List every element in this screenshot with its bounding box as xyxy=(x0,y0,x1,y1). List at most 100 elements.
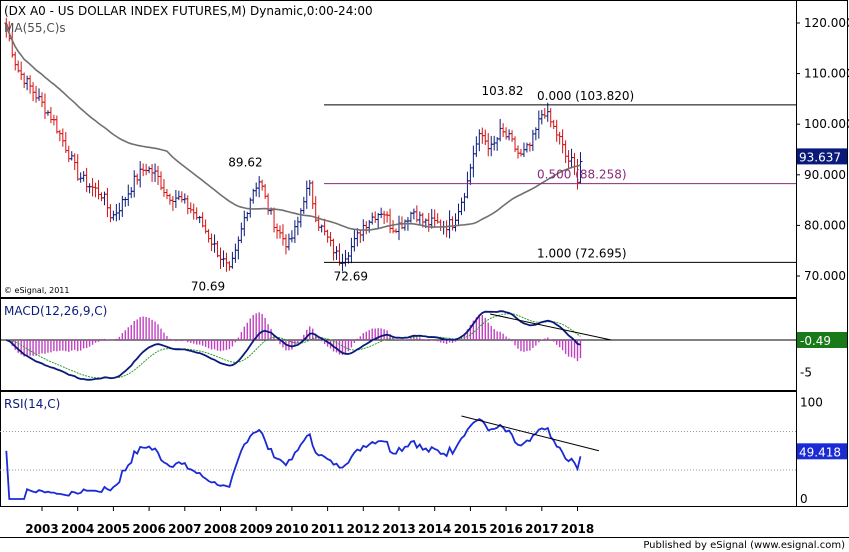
price-bar xyxy=(328,232,333,247)
price-bar xyxy=(117,202,122,221)
moving-average-line xyxy=(5,27,581,231)
price-bar xyxy=(167,193,172,205)
price-bar xyxy=(48,106,53,124)
x-tick-label: 2007 xyxy=(168,522,201,536)
price-bar xyxy=(19,61,24,81)
price-bar xyxy=(84,167,89,193)
price-bar xyxy=(81,171,86,182)
price-bar xyxy=(37,88,42,101)
price-bar xyxy=(158,171,163,191)
price-bar xyxy=(352,230,357,252)
price-bar xyxy=(438,219,443,232)
x-tick-label: 2017 xyxy=(525,522,558,536)
x-tick-label: 2014 xyxy=(418,522,451,536)
macd-signal-line xyxy=(6,313,581,379)
price-bar xyxy=(515,145,520,159)
price-bar xyxy=(498,118,503,142)
price-bar xyxy=(179,191,184,203)
price-panel: 0.000 (103.820) 0.500 (88.258) 1.000 (72.6… xyxy=(4,17,796,294)
price-bar xyxy=(215,240,220,258)
price-bar xyxy=(471,145,476,178)
price-bar xyxy=(132,170,137,198)
price-bar xyxy=(310,180,315,209)
axis-panel-frame xyxy=(796,0,848,507)
price-bar xyxy=(441,220,446,235)
x-tick-label: 2016 xyxy=(489,522,522,536)
price-bar xyxy=(34,85,39,103)
price-bar xyxy=(486,133,491,157)
price-bar xyxy=(530,129,535,151)
price-bar xyxy=(379,207,384,219)
price-y-tick-label: 100.000 xyxy=(804,117,849,131)
x-axis: 2003 2004 2005 2006 2007 2008 2009 2010 2011 2012… xyxy=(25,506,594,536)
price-bar xyxy=(176,190,181,201)
footer-credit: Published by eSignal (www.esignal.com) xyxy=(643,540,845,551)
price-annotation: 72.69 xyxy=(334,269,368,283)
fib-level-label: 0.500 (88.258) xyxy=(537,168,627,182)
price-bar xyxy=(233,243,238,263)
price-bar xyxy=(539,109,544,125)
price-bar xyxy=(388,208,393,234)
price-bar xyxy=(257,176,262,198)
price-bar xyxy=(138,161,143,188)
price-y-tick-label: 90.000 xyxy=(804,168,846,182)
rsi-title: RSI(14,C) xyxy=(4,397,60,411)
price-bar xyxy=(560,129,565,154)
price-bar xyxy=(551,119,556,129)
price-bar xyxy=(99,192,104,202)
price-bar xyxy=(25,75,30,91)
price-bar xyxy=(465,171,470,199)
x-tick-label: 2008 xyxy=(204,522,237,536)
price-annotation: 70.69 xyxy=(191,280,225,294)
price-bar xyxy=(536,110,541,139)
price-bar xyxy=(417,211,422,226)
price-bar xyxy=(209,233,214,252)
price-bar xyxy=(170,195,175,211)
price-bar xyxy=(426,212,431,232)
price-bar xyxy=(164,188,169,200)
price-bar xyxy=(60,128,65,147)
price-bar xyxy=(120,195,125,217)
price-bar xyxy=(477,129,482,152)
price-bar xyxy=(218,247,223,269)
price-bar xyxy=(227,261,232,271)
price-bar xyxy=(135,173,140,185)
price-bar xyxy=(224,252,229,272)
price-bar xyxy=(96,180,101,200)
price-annotation: 89.62 xyxy=(228,156,262,170)
price-bar xyxy=(280,224,285,246)
price-bar xyxy=(129,187,134,199)
price-bar xyxy=(483,129,488,146)
price-bar xyxy=(527,142,532,152)
price-bar xyxy=(173,190,178,208)
price-bar xyxy=(510,130,515,142)
price-bar xyxy=(444,220,449,238)
price-bar xyxy=(542,108,547,119)
price-bar xyxy=(141,163,146,177)
price-bar xyxy=(548,108,553,128)
price-bar xyxy=(111,210,116,221)
price-bar xyxy=(292,220,297,244)
price-bar xyxy=(266,193,271,215)
price-bar xyxy=(123,196,128,207)
price-panel-frame xyxy=(0,0,797,298)
price-bar xyxy=(432,209,437,228)
price-bar xyxy=(450,216,455,231)
price-bar xyxy=(144,163,149,176)
x-tick-label: 2005 xyxy=(97,522,130,536)
price-bar xyxy=(429,208,434,229)
price-bar xyxy=(42,93,47,120)
price-bar xyxy=(563,140,568,164)
last-price-label: 93.637 xyxy=(799,150,841,164)
price-bar xyxy=(373,211,378,223)
price-bar xyxy=(75,154,80,181)
x-tick-label: 2004 xyxy=(61,522,94,536)
price-bar xyxy=(370,212,375,225)
macd-last-value: -0.49 xyxy=(800,334,831,348)
x-tick-label: 2010 xyxy=(275,522,308,536)
price-bar xyxy=(147,166,152,174)
price-bar xyxy=(191,203,196,220)
price-bar xyxy=(569,148,574,169)
price-bar xyxy=(382,210,387,225)
price-bar xyxy=(462,192,467,212)
